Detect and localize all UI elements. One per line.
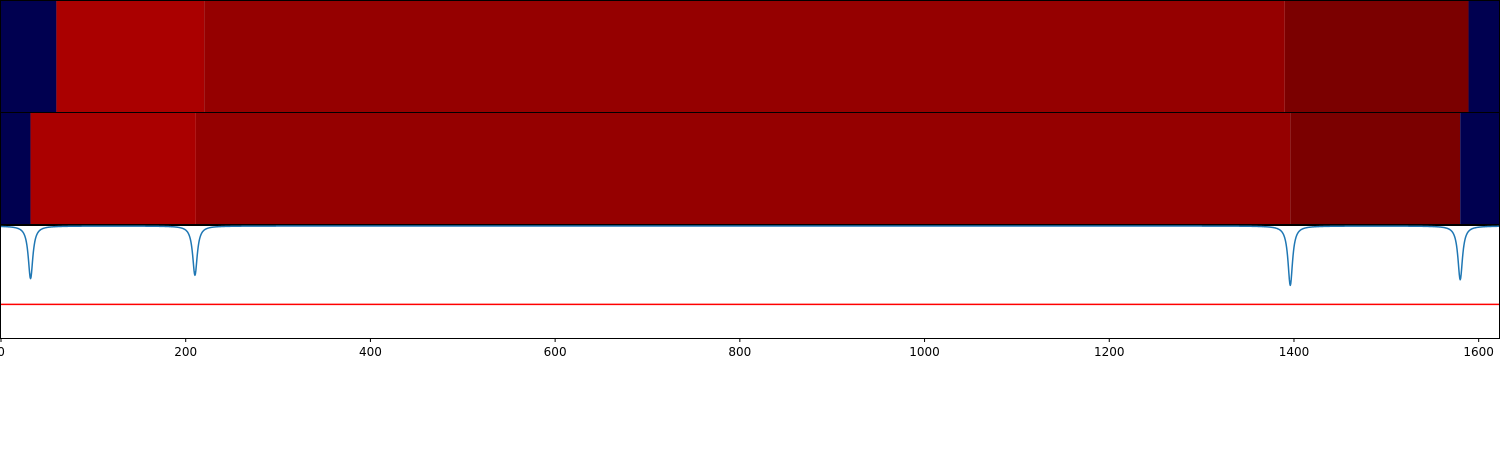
x-tick-label-9: 1600	[1463, 345, 1494, 359]
x-tick-label-4: 600	[544, 345, 567, 359]
heatmap-rows	[0, 0, 1500, 225]
x-tick-label-8: 1400	[1279, 345, 1310, 359]
heatmap-row-1-segment-2	[56, 1, 205, 112]
x-tick-label-3: 400	[359, 345, 382, 359]
signal-panel-frame	[0, 225, 1500, 339]
x-tick-label-2: 200	[174, 345, 197, 359]
x-axis: 0 200 400 600 800 1000 1200 1400 1600	[0, 338, 1494, 359]
x-tick-label-7: 1200	[1094, 345, 1125, 359]
heatmap-row-1-segment-3	[204, 1, 1285, 112]
x-tick-label-1: 0	[0, 345, 5, 359]
heatmap-row-2-segment-1	[1, 113, 31, 224]
heatmap-row-2-segment-3	[195, 113, 1291, 224]
heatmap-row-1-segment-4	[1284, 1, 1469, 112]
x-tick-label-6: 1000	[909, 345, 940, 359]
signal-line	[0, 225, 1500, 287]
heatmap-row-1-segment-1	[1, 1, 57, 112]
x-tick-label-5: 800	[728, 345, 751, 359]
heatmap-row-2-segment-4	[1290, 113, 1461, 224]
heatmap-row-1-segment-5	[1468, 1, 1499, 112]
heatmap-row-2-segment-5	[1460, 113, 1499, 224]
heatmap-row-2-segment-2	[30, 113, 196, 224]
signal-panel	[0, 225, 1500, 339]
